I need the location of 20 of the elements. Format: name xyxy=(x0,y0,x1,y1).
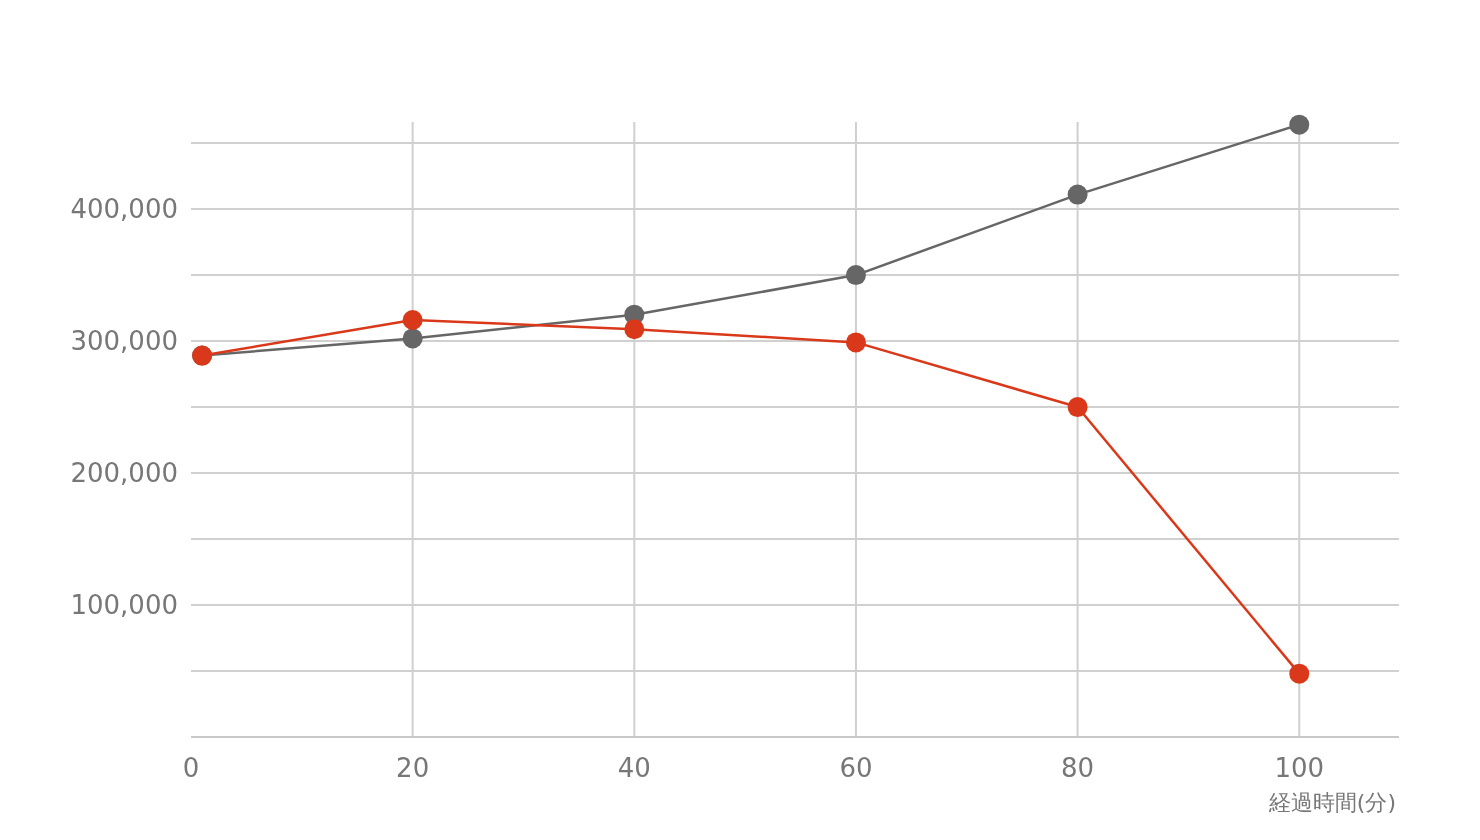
y-tick-label: 300,000 xyxy=(70,326,178,357)
x-tick-label: 100 xyxy=(1274,753,1325,783)
point xyxy=(624,319,645,340)
point xyxy=(845,265,866,286)
point xyxy=(402,328,423,349)
point xyxy=(1289,114,1310,135)
x-tick-label: 0 xyxy=(182,753,200,783)
point xyxy=(845,332,866,353)
x-tick-label: 60 xyxy=(839,753,873,783)
x-tick-label: 20 xyxy=(396,753,430,783)
x-tick-label: 40 xyxy=(617,753,651,783)
y-tick-label: 400,000 xyxy=(70,194,178,225)
y-tick-label: 100,000 xyxy=(70,590,178,621)
point xyxy=(402,309,423,330)
x-tick-label: 80 xyxy=(1061,753,1095,783)
y-tick-label: 200,000 xyxy=(70,458,178,489)
x-axis-title: 経過時間(分) xyxy=(1267,790,1396,815)
point xyxy=(1067,184,1088,205)
point xyxy=(1289,663,1310,684)
point xyxy=(1067,397,1088,418)
